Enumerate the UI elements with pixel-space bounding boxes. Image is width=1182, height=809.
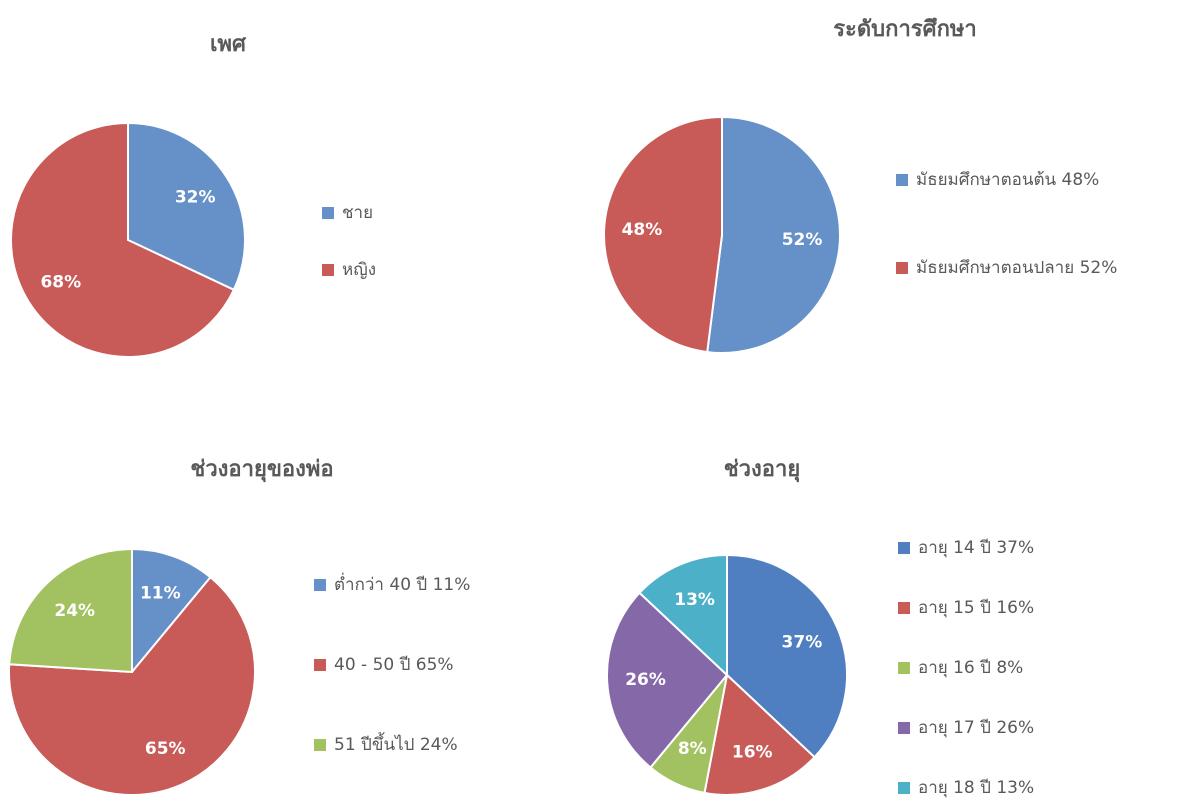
pie-slice bbox=[726, 553, 848, 759]
legend-label: มัธยมศึกษาตอนปลาย 52% bbox=[916, 258, 1117, 278]
legend-swatch bbox=[898, 722, 910, 734]
pie-slice bbox=[638, 553, 728, 678]
chart-title: เพศ bbox=[210, 32, 247, 57]
chart-title: ระดับการศึกษา bbox=[833, 17, 977, 42]
data-label: 65% bbox=[145, 739, 186, 759]
legend-swatch bbox=[898, 782, 910, 794]
legend-label: อายุ 18 ปี 13% bbox=[918, 778, 1034, 798]
legend-label: อายุ 17 ปี 26% bbox=[918, 718, 1034, 738]
legend-label: ชาย bbox=[342, 203, 373, 223]
legend-label: 40 - 50 ปี 65% bbox=[334, 655, 454, 675]
legend-swatch bbox=[898, 542, 910, 554]
legend-swatch bbox=[898, 662, 910, 674]
data-label: 48% bbox=[622, 220, 663, 240]
chart-title: ช่วงอายุของพ่อ bbox=[190, 457, 333, 483]
pie-slice bbox=[10, 121, 236, 358]
legend-swatch bbox=[314, 659, 326, 671]
chart-title: ช่วงอายุ bbox=[724, 457, 800, 483]
data-label: 16% bbox=[732, 743, 773, 763]
legend-label: อายุ 15 ปี 16% bbox=[918, 598, 1034, 618]
legend-label: มัธยมศึกษาตอนต้น 48% bbox=[916, 170, 1099, 190]
legend-swatch bbox=[898, 602, 910, 614]
legend-swatch bbox=[322, 264, 334, 276]
legend-label: อายุ 16 ปี 8% bbox=[918, 658, 1023, 678]
legend-label: ต่ำกว่า 40 ปี 11% bbox=[334, 572, 470, 595]
pie-slice bbox=[8, 575, 256, 796]
pie-slice bbox=[131, 547, 212, 675]
pie-slice bbox=[606, 591, 729, 769]
data-label: 37% bbox=[782, 633, 823, 653]
pie-slice bbox=[706, 115, 841, 354]
pie-slice bbox=[603, 115, 723, 354]
data-label: 26% bbox=[625, 670, 666, 690]
pie-slice bbox=[703, 673, 816, 796]
data-label: 52% bbox=[782, 230, 823, 250]
data-label: 24% bbox=[54, 601, 95, 621]
data-label: 32% bbox=[175, 187, 216, 207]
legend-swatch bbox=[314, 739, 326, 751]
legend-label: หญิง bbox=[342, 260, 376, 280]
data-label: 13% bbox=[674, 590, 715, 610]
data-label: 11% bbox=[140, 583, 181, 603]
legend-label: 51 ปีขึ้นไป 24% bbox=[334, 732, 458, 755]
data-label: 8% bbox=[678, 739, 707, 759]
pie-slice bbox=[127, 121, 246, 292]
pie-slice bbox=[8, 547, 133, 674]
legend-swatch bbox=[896, 174, 908, 186]
legend-swatch bbox=[322, 207, 334, 219]
legend-swatch bbox=[896, 262, 908, 274]
data-label: 68% bbox=[40, 273, 81, 293]
legend-label: อายุ 14 ปี 37% bbox=[918, 538, 1034, 558]
legend-swatch bbox=[314, 579, 326, 591]
